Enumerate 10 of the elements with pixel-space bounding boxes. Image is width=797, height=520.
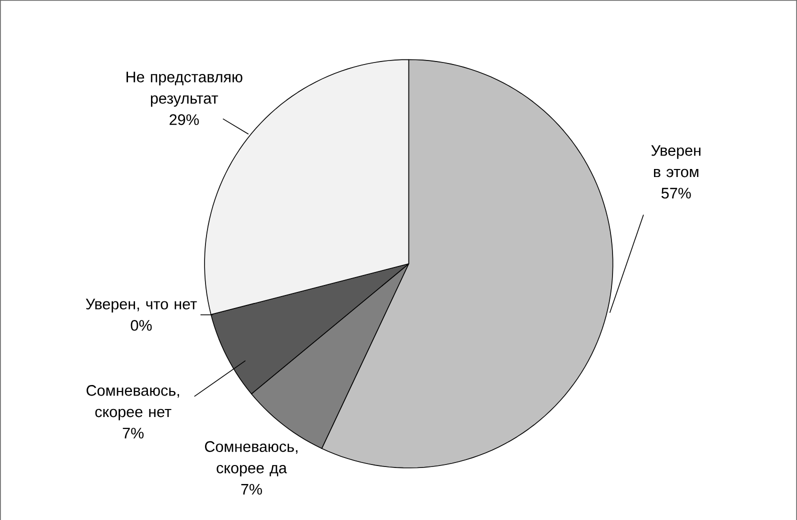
text: 0% [130, 320, 152, 331]
slice-label: Не представляю результат [126, 72, 242, 107]
data-label: 29% [170, 114, 199, 125]
legend-label: Уверен, что нет [86, 298, 197, 312]
data-label: 57% [661, 188, 691, 198]
slice-label: Сомневаюсь, скорее да [205, 440, 298, 476]
data-label: 7% [122, 428, 144, 438]
slice-label: Сомневаюсь, скорее нет [86, 384, 180, 420]
slice-label: Уверен в этом [651, 145, 700, 178]
data-label: 7% [241, 484, 262, 494]
